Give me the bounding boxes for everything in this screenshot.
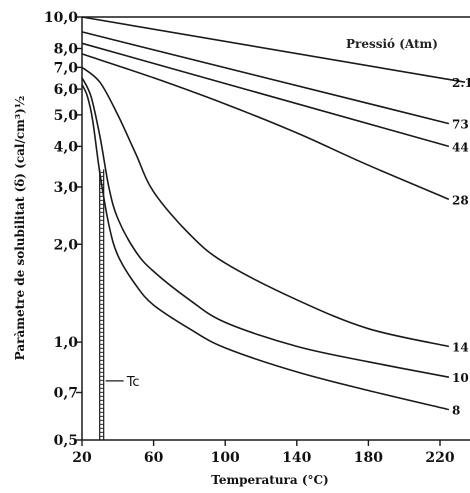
series-label: 28 xyxy=(452,193,469,207)
tc-label: Tc xyxy=(126,375,140,390)
series-label: 8 xyxy=(452,404,460,418)
y-tick-label: 2,0 xyxy=(54,237,79,253)
series-line-2-10 xyxy=(81,16,466,83)
legend-title: Pressió (Atm) xyxy=(346,37,438,51)
x-tick-label: 180 xyxy=(354,450,383,466)
y-axis-title: Paràmetre de solubilitat (δ) (cal/cm³)½ xyxy=(13,96,27,361)
y-tick-label: 7,0 xyxy=(54,60,79,76)
x-tick-label: 100 xyxy=(211,450,240,466)
series-labels: 2.10 73 44 28 14 10 8 xyxy=(452,76,470,417)
series-line-28 xyxy=(81,53,450,201)
y-tick-label: 0,7 xyxy=(54,385,78,401)
series-line-44 xyxy=(81,42,450,148)
x-tick-label: 60 xyxy=(144,450,164,466)
x-tick-label: 220 xyxy=(425,450,454,466)
critical-temperature-marker: Tc xyxy=(99,169,140,440)
y-tick-label: 4,0 xyxy=(54,139,79,155)
x-axis-ticks: 20 60 100 140 180 220 xyxy=(72,440,455,466)
y-tick-label: 0,5 xyxy=(54,433,78,449)
series-lines xyxy=(81,16,466,411)
y-tick-label: 3,0 xyxy=(54,180,79,196)
series-label: 2.10 xyxy=(452,76,470,90)
series-label: 73 xyxy=(452,118,469,132)
series-line-8 xyxy=(81,84,450,411)
series-label: 14 xyxy=(452,340,469,354)
series-line-73 xyxy=(81,31,450,125)
series-line-14 xyxy=(81,66,450,348)
y-tick-label: 8,0 xyxy=(54,42,79,58)
y-tick-label: 6,0 xyxy=(54,82,79,98)
y-tick-label: 1,0 xyxy=(54,335,79,351)
y-tick-label: 5,0 xyxy=(54,108,79,124)
y-tick-label: 10,0 xyxy=(44,10,78,26)
y-axis-ticks: 0,5 0,7 1,0 2,0 3,0 4,0 5,0 6,0 7,0 8,0 10,0 xyxy=(44,10,82,449)
x-tick-label: 140 xyxy=(282,450,311,466)
x-tick-label: 20 xyxy=(72,450,92,466)
x-axis-title: Temperatura (°C) xyxy=(211,473,328,487)
series-label: 10 xyxy=(452,371,469,385)
series-line-10 xyxy=(81,77,450,378)
plot-area xyxy=(81,16,470,441)
series-label: 44 xyxy=(452,140,469,154)
